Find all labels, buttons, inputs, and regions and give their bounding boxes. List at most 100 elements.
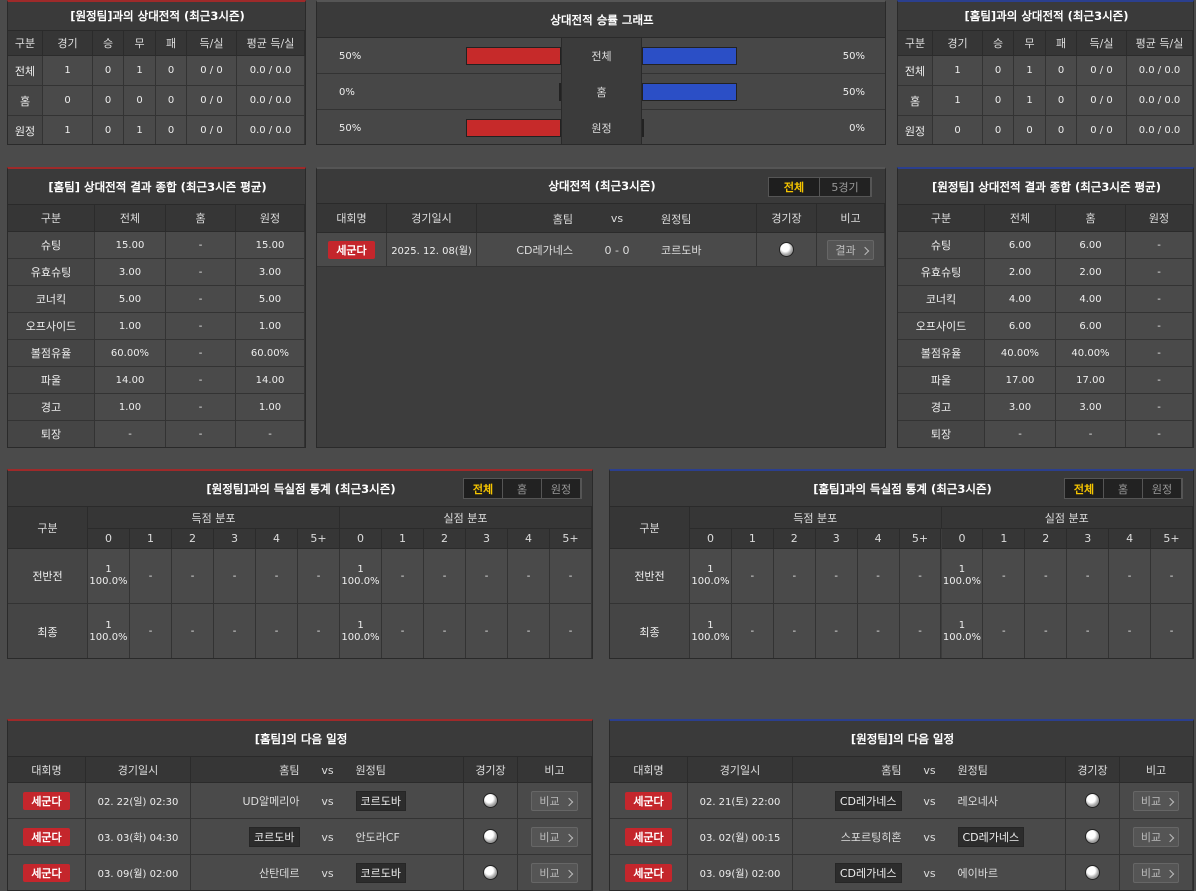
chevron-icon xyxy=(1165,869,1175,878)
teams-cell xyxy=(191,783,464,819)
action-button[interactable]: 비교 xyxy=(1132,862,1180,883)
right-bar xyxy=(642,47,737,65)
tab-group: 전체 홈 원정 xyxy=(1064,478,1183,499)
table-cell: - xyxy=(424,549,466,604)
stadium-icon[interactable] xyxy=(1085,829,1100,844)
stadium-icon[interactable] xyxy=(1085,865,1100,880)
stadium-cell xyxy=(1066,783,1120,819)
row-label: 전체 xyxy=(591,50,612,63)
row-label: 슈팅 xyxy=(898,232,985,259)
chevron-icon xyxy=(1165,797,1175,806)
column-header: vs xyxy=(610,212,624,225)
vs: vs xyxy=(923,794,936,808)
table-cell: - xyxy=(166,421,236,447)
count: 1 xyxy=(105,619,112,631)
table-cell: - xyxy=(166,313,236,340)
tab[interactable]: 전체 xyxy=(769,178,820,196)
stadium-icon[interactable] xyxy=(483,793,498,808)
action-button[interactable]: 비교 xyxy=(1132,790,1180,811)
table-cell: 0 xyxy=(156,56,187,86)
panel-title: [원정팀] 상대전적 결과 종합 (최근3시즌 평균) xyxy=(898,169,1193,205)
count: 1 xyxy=(357,619,364,631)
stadium-icon[interactable] xyxy=(1085,793,1100,808)
table-cell: - xyxy=(166,286,236,313)
panel-title: [홈팀] 상대전적 결과 종합 (최근3시즌 평균) xyxy=(8,169,305,205)
action-label: 비교 xyxy=(539,866,560,880)
table-cell: 0 xyxy=(156,116,187,144)
table-cell: - xyxy=(815,549,858,604)
row-label: 홈 xyxy=(596,86,607,99)
table-cell: 0 / 0 xyxy=(1077,116,1127,144)
table-cell: 1.00 xyxy=(236,394,305,421)
table-cell: 1 xyxy=(933,56,983,86)
table-cell: - xyxy=(166,394,236,421)
home-team-name: CD레가네스 xyxy=(834,863,902,883)
tab[interactable]: 전체 xyxy=(1065,479,1104,498)
tab[interactable]: 홈 xyxy=(503,479,542,498)
bucket-header: 3 xyxy=(466,529,508,549)
column-header: 원정팀 xyxy=(661,212,692,226)
table-cell: - xyxy=(424,604,466,658)
row-label: 퇴장 xyxy=(8,421,95,447)
table-cell: 2.00 xyxy=(1056,259,1126,286)
row-label: 전반전 xyxy=(8,549,88,604)
stadium-cell xyxy=(1066,819,1120,855)
tab[interactable]: 원정 xyxy=(542,479,581,498)
table-cell: 0 xyxy=(124,86,156,116)
tab[interactable]: 홈 xyxy=(1104,479,1143,498)
away-team: 레오네사 xyxy=(952,783,1067,819)
tab[interactable]: 5경기 xyxy=(820,178,871,196)
league-badge: 세군다 xyxy=(23,827,70,846)
table-cell: 3.00 xyxy=(1056,394,1126,421)
action-button[interactable]: 비교 xyxy=(1132,826,1180,847)
percent: 100.0% xyxy=(942,576,982,587)
stadium-icon[interactable] xyxy=(483,829,498,844)
row-label: 원정 xyxy=(591,122,612,135)
column-header: 무 xyxy=(124,31,156,56)
table-cell: 0 / 0 xyxy=(1077,56,1127,86)
row-label: 퇴장 xyxy=(898,421,985,447)
column-header: 구분 xyxy=(898,205,985,232)
action-button[interactable]: 결과 xyxy=(827,239,874,260)
action-button[interactable]: 비교 xyxy=(531,790,578,811)
table-cell: - xyxy=(466,604,508,658)
tab[interactable]: 전체 xyxy=(464,479,503,498)
table-cell: 40.00% xyxy=(985,340,1056,367)
match-date: 02. 22(일) 02:30 xyxy=(86,783,191,819)
table-cell: - xyxy=(1126,340,1193,367)
group-header: 득점 분포 xyxy=(88,507,340,529)
stadium-icon[interactable] xyxy=(779,242,794,257)
panel-title: [원정팀]과의 상대전적 (최근3시즌) xyxy=(8,2,305,31)
column-header: 원정팀 xyxy=(355,764,386,777)
table-cell: - xyxy=(166,367,236,394)
row-label: 최종 xyxy=(610,604,690,658)
stadium-icon[interactable] xyxy=(483,865,498,880)
match-date: 03. 09(월) 02:00 xyxy=(688,855,793,890)
table-cell: 0.0 / 0.0 xyxy=(1127,116,1193,144)
table-cell: 0 xyxy=(983,56,1014,86)
table-cell: 15.00 xyxy=(95,232,166,259)
table-cell: 1 100.0% xyxy=(690,549,732,604)
action-label: 비교 xyxy=(1140,794,1162,808)
column-header: 구분 xyxy=(898,31,933,56)
count: 1 xyxy=(707,619,714,631)
action-button[interactable]: 비교 xyxy=(531,826,578,847)
panel: [원정팀]의 다음 일정 대회명 경기일시 홈팀 vs 원정팀 경기장 비고 세군다 02. 21… xyxy=(609,719,1194,891)
home-team-name: 코르도바 xyxy=(249,827,300,847)
action-button[interactable]: 비교 xyxy=(531,862,578,883)
table-cell: 0 xyxy=(93,86,124,116)
table-cell: - xyxy=(731,549,774,604)
table-cell: 15.00 xyxy=(236,232,305,259)
home-team: 산탄데르 xyxy=(191,855,306,890)
table-cell: 6.00 xyxy=(1056,313,1126,340)
bucket-header: 2 xyxy=(1025,529,1068,549)
column-header: 홈팀 xyxy=(881,764,902,777)
bucket-header: 5+ xyxy=(899,529,942,549)
column-header: 경기장 xyxy=(1066,757,1120,783)
table-cell: 3.00 xyxy=(95,259,166,286)
table-cell: 1 xyxy=(124,56,156,86)
column-header: 경기 xyxy=(933,31,983,56)
column-header: 경기일시 xyxy=(86,757,191,783)
away-team-name: CD레가네스 xyxy=(957,827,1025,847)
tab[interactable]: 원정 xyxy=(1143,479,1182,498)
